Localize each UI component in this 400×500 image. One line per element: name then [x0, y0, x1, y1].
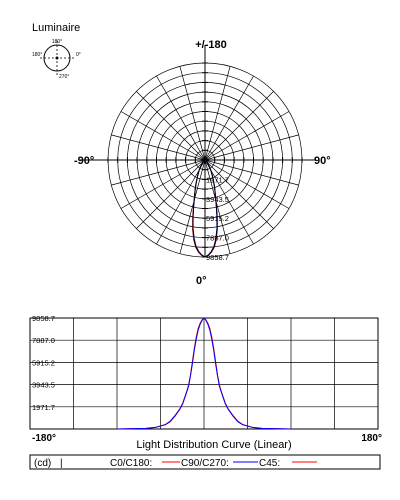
linear-y-tick-labels: 9858.7 7887.0 5915.2 3943.5 1971.7	[32, 314, 55, 412]
luminaire-label: Luminaire	[32, 22, 80, 34]
legend-item-c0-c180-label: C0/C180:	[110, 458, 152, 469]
legend-bar: (cd) | C0/C180: C90/C270: C45:	[29, 454, 381, 470]
polar-radial-tick-label: 7887.0	[206, 234, 229, 243]
polar-spoke	[111, 134, 206, 161]
polar-spoke	[136, 91, 206, 161]
polar-angle-label-right: 90°	[314, 155, 331, 167]
polar-radial-tick-label: 3943.5	[206, 195, 229, 204]
polar-spoke	[136, 159, 206, 229]
polar-series-c45	[192, 159, 218, 258]
polar-grid	[80, 45, 315, 258]
polar-spoke	[120, 159, 206, 209]
polar-spoke	[204, 91, 274, 161]
linear-y-tick-label: 9858.7	[32, 314, 55, 323]
legend-item-c90-c270-label: C90/C270:	[181, 458, 229, 469]
polar-spoke	[204, 75, 254, 161]
linear-series-c90-c270	[116, 317, 292, 430]
linear-y-tick-label: 7887.0	[32, 336, 55, 345]
linear-x-tick-left: -180°	[32, 433, 56, 444]
linear-chart-title: Light Distribution Curve (Linear)	[136, 439, 291, 451]
linear-y-tick-label: 5915.2	[32, 358, 55, 367]
polar-spoke	[204, 159, 290, 209]
polar-spoke	[204, 159, 299, 186]
orientation-center-dot	[55, 56, 59, 60]
polar-spoke	[204, 111, 290, 161]
legend-separator: |	[60, 458, 63, 469]
polar-spoke	[179, 66, 206, 161]
orientation-label-top: 180°	[52, 39, 62, 45]
orientation-label-left: 180°	[32, 52, 42, 58]
linear-grid	[30, 317, 378, 429]
polar-spoke	[111, 159, 206, 186]
orientation-label-bottom: 270°	[59, 74, 69, 80]
polar-spoke	[156, 159, 206, 245]
polar-spoke	[204, 134, 299, 161]
polar-angle-label-top: +/-180	[195, 39, 227, 51]
polar-radial-tick-label: 1971.7	[206, 175, 229, 184]
legend-unit: (cd)	[34, 458, 51, 469]
polar-angle-label-left: -90°	[74, 155, 94, 167]
polar-series-group	[192, 159, 218, 258]
polar-spoke	[204, 159, 254, 245]
luminaire-orientation-icon: 180° 0° 270° 180°	[32, 39, 81, 80]
polar-spoke	[204, 159, 231, 254]
legend-item-c45-label: C45:	[259, 458, 280, 469]
linear-chart: 9858.7 7887.0 5915.2 3943.5 1971.7 -180° 180…	[29, 314, 382, 451]
polar-radial-tick-label: 9858.7	[206, 253, 229, 262]
polar-spoke	[204, 159, 274, 229]
legend-frame	[29, 454, 381, 470]
linear-y-tick-label: 3943.5	[32, 381, 55, 390]
polar-spoke	[204, 66, 231, 161]
polar-angle-label-bottom: 0°	[196, 275, 207, 287]
polar-spoke	[156, 75, 206, 161]
polar-spoke	[120, 111, 206, 161]
linear-y-tick-label: 1971.7	[32, 403, 55, 412]
linear-series-group	[116, 317, 292, 430]
orientation-label-right: 0°	[76, 52, 81, 58]
linear-x-tick-right: 180°	[361, 433, 382, 444]
polar-spoke	[179, 159, 206, 254]
